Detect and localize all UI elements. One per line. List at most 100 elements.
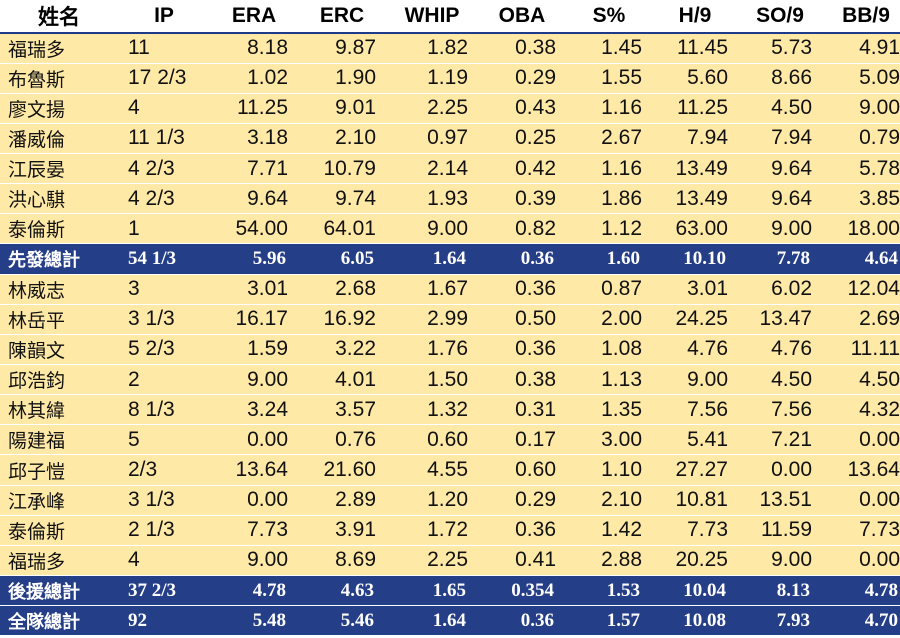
cell-name: 先發總計 xyxy=(0,243,118,275)
cell-s-pct: 1.45 xyxy=(566,33,652,64)
table-row: 江承峰 3 1/3 0.00 2.89 1.20 0.29 2.10 10.81 13.51 0.… xyxy=(0,485,900,516)
cell-name: 福瑞多 xyxy=(0,33,118,64)
cell-whip: 2.25 xyxy=(386,545,478,577)
cell-ip: 11 xyxy=(118,33,210,64)
cell-era: 54.00 xyxy=(210,213,298,245)
cell-s-pct: 1.86 xyxy=(566,183,652,215)
cell-ip: 1 xyxy=(118,213,210,245)
cell-ip: 4 xyxy=(118,93,210,124)
cell-s-pct: 1.35 xyxy=(566,394,652,426)
cell-so9: 5.73 xyxy=(738,33,822,64)
cell-erc: 2.68 xyxy=(298,274,386,305)
cell-oba: 0.36 xyxy=(478,243,566,275)
cell-era: 0.00 xyxy=(210,424,298,456)
column-header-oba: OBA xyxy=(478,0,566,34)
cell-bb9: 5.09 xyxy=(822,63,900,94)
cell-whip: 1.65 xyxy=(386,575,478,607)
cell-ip: 5 2/3 xyxy=(118,334,210,366)
cell-erc: 1.90 xyxy=(298,63,386,94)
cell-name: 林威志 xyxy=(0,274,118,305)
cell-erc: 10.79 xyxy=(298,153,386,185)
table-row: 福瑞多 11 8.18 9.87 1.82 0.38 1.45 11.45 5.73 4.91 xyxy=(0,33,900,64)
cell-erc: 9.74 xyxy=(298,183,386,215)
cell-s-pct: 1.10 xyxy=(566,454,652,486)
cell-so9: 4.76 xyxy=(738,334,822,366)
cell-so9: 7.56 xyxy=(738,394,822,426)
column-header-so9: SO/9 xyxy=(738,0,822,34)
cell-bb9: 0.00 xyxy=(822,545,900,577)
cell-oba: 0.31 xyxy=(478,394,566,426)
cell-bb9: 4.32 xyxy=(822,394,900,426)
cell-erc: 2.89 xyxy=(298,485,386,516)
cell-s-pct: 1.12 xyxy=(566,213,652,245)
cell-so9: 13.51 xyxy=(738,485,822,516)
table-row: 洪心騏 4 2/3 9.64 9.74 1.93 0.39 1.86 13.49 9.64 3.8… xyxy=(0,183,900,215)
cell-whip: 1.64 xyxy=(386,243,478,275)
cell-era: 0.00 xyxy=(210,485,298,516)
cell-oba: 0.36 xyxy=(478,274,566,305)
cell-s-pct: 0.87 xyxy=(566,274,652,305)
cell-oba: 0.25 xyxy=(478,123,566,155)
cell-bb9: 13.64 xyxy=(822,454,900,486)
cell-name: 邱浩鈞 xyxy=(0,364,118,396)
cell-h9: 11.45 xyxy=(652,33,738,64)
table-row: 陳韻文 5 2/3 1.59 3.22 1.76 0.36 1.08 4.76 4.76 11.1… xyxy=(0,334,900,366)
cell-oba: 0.29 xyxy=(478,485,566,516)
total-row: 全隊總計 92 5.48 5.46 1.64 0.36 1.57 10.08 7.93 4.70 xyxy=(0,605,900,637)
table-row: 潘威倫 11 1/3 3.18 2.10 0.97 0.25 2.67 7.94 7.94 0.7… xyxy=(0,123,900,155)
cell-s-pct: 1.53 xyxy=(566,575,652,607)
cell-erc: 4.01 xyxy=(298,364,386,396)
cell-era: 9.00 xyxy=(210,364,298,396)
table-row: 林其緯 8 1/3 3.24 3.57 1.32 0.31 1.35 7.56 7.56 4.32 xyxy=(0,394,900,426)
cell-whip: 2.99 xyxy=(386,304,478,335)
column-header-bb9: BB/9 xyxy=(822,0,900,34)
cell-s-pct: 2.10 xyxy=(566,485,652,516)
cell-ip: 3 1/3 xyxy=(118,485,210,516)
cell-h9: 13.49 xyxy=(652,153,738,185)
cell-whip: 0.60 xyxy=(386,424,478,456)
cell-whip: 2.14 xyxy=(386,153,478,185)
cell-name: 江辰晏 xyxy=(0,153,118,185)
cell-ip: 8 1/3 xyxy=(118,394,210,426)
cell-oba: 0.38 xyxy=(478,33,566,64)
cell-erc: 8.69 xyxy=(298,545,386,577)
cell-s-pct: 1.13 xyxy=(566,364,652,396)
cell-ip: 4 2/3 xyxy=(118,183,210,215)
cell-s-pct: 2.88 xyxy=(566,545,652,577)
cell-bb9: 4.50 xyxy=(822,364,900,396)
cell-oba: 0.82 xyxy=(478,213,566,245)
cell-so9: 7.21 xyxy=(738,424,822,456)
column-header-era: ERA xyxy=(210,0,298,34)
cell-oba: 0.36 xyxy=(478,605,566,637)
cell-s-pct: 1.57 xyxy=(566,605,652,637)
cell-so9: 6.02 xyxy=(738,274,822,305)
cell-bb9: 7.73 xyxy=(822,515,900,546)
cell-erc: 6.05 xyxy=(298,243,386,275)
cell-name: 泰倫斯 xyxy=(0,515,118,546)
cell-era: 16.17 xyxy=(210,304,298,335)
cell-h9: 5.41 xyxy=(652,424,738,456)
table-row: 廖文揚 4 11.25 9.01 2.25 0.43 1.16 11.25 4.50 9.00 xyxy=(0,93,900,124)
cell-ip: 2 xyxy=(118,364,210,396)
cell-whip: 1.82 xyxy=(386,33,478,64)
column-header-name: 姓名 xyxy=(0,0,118,34)
table-row: 江辰晏 4 2/3 7.71 10.79 2.14 0.42 1.16 13.49 9.64 5.… xyxy=(0,153,900,185)
cell-ip: 3 xyxy=(118,274,210,305)
column-header-s-pct: S% xyxy=(566,0,652,34)
cell-so9: 9.64 xyxy=(738,153,822,185)
cell-ip: 37 2/3 xyxy=(118,575,210,607)
cell-h9: 63.00 xyxy=(652,213,738,245)
cell-h9: 7.94 xyxy=(652,123,738,155)
cell-so9: 13.47 xyxy=(738,304,822,335)
cell-oba: 0.17 xyxy=(478,424,566,456)
cell-so9: 11.59 xyxy=(738,515,822,546)
cell-era: 8.18 xyxy=(210,33,298,64)
cell-era: 3.01 xyxy=(210,274,298,305)
cell-oba: 0.41 xyxy=(478,545,566,577)
cell-h9: 4.76 xyxy=(652,334,738,366)
cell-era: 9.64 xyxy=(210,183,298,215)
cell-ip: 2/3 xyxy=(118,454,210,486)
cell-whip: 1.64 xyxy=(386,605,478,637)
cell-era: 3.18 xyxy=(210,123,298,155)
cell-ip: 11 1/3 xyxy=(118,123,210,155)
